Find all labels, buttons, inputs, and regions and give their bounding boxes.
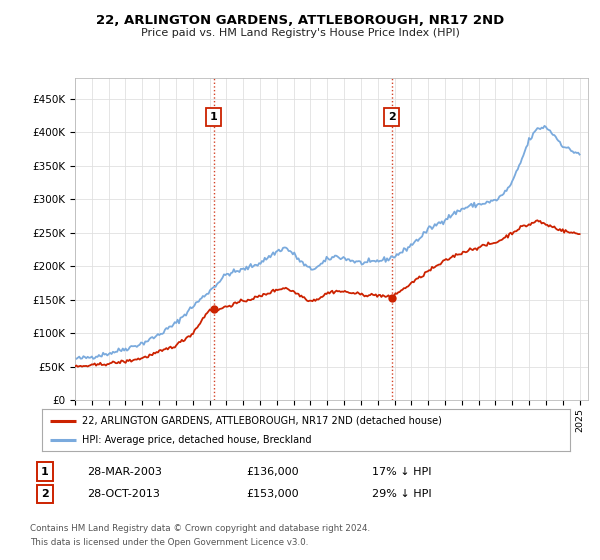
Text: 1: 1 <box>41 466 49 477</box>
Text: 22, ARLINGTON GARDENS, ATTLEBOROUGH, NR17 2ND (detached house): 22, ARLINGTON GARDENS, ATTLEBOROUGH, NR1… <box>82 416 442 426</box>
Text: 1: 1 <box>210 112 217 122</box>
Text: 22, ARLINGTON GARDENS, ATTLEBOROUGH, NR17 2ND: 22, ARLINGTON GARDENS, ATTLEBOROUGH, NR1… <box>96 14 504 27</box>
Text: This data is licensed under the Open Government Licence v3.0.: This data is licensed under the Open Gov… <box>30 538 308 547</box>
Text: 17% ↓ HPI: 17% ↓ HPI <box>372 466 431 477</box>
Text: 2: 2 <box>41 489 49 499</box>
Text: HPI: Average price, detached house, Breckland: HPI: Average price, detached house, Brec… <box>82 435 311 445</box>
Text: 28-MAR-2003: 28-MAR-2003 <box>87 466 162 477</box>
Text: 2: 2 <box>388 112 395 122</box>
Text: 29% ↓ HPI: 29% ↓ HPI <box>372 489 431 499</box>
Text: £136,000: £136,000 <box>246 466 299 477</box>
Text: 28-OCT-2013: 28-OCT-2013 <box>87 489 160 499</box>
Text: Price paid vs. HM Land Registry's House Price Index (HPI): Price paid vs. HM Land Registry's House … <box>140 28 460 38</box>
Text: Contains HM Land Registry data © Crown copyright and database right 2024.: Contains HM Land Registry data © Crown c… <box>30 524 370 533</box>
Text: £153,000: £153,000 <box>246 489 299 499</box>
